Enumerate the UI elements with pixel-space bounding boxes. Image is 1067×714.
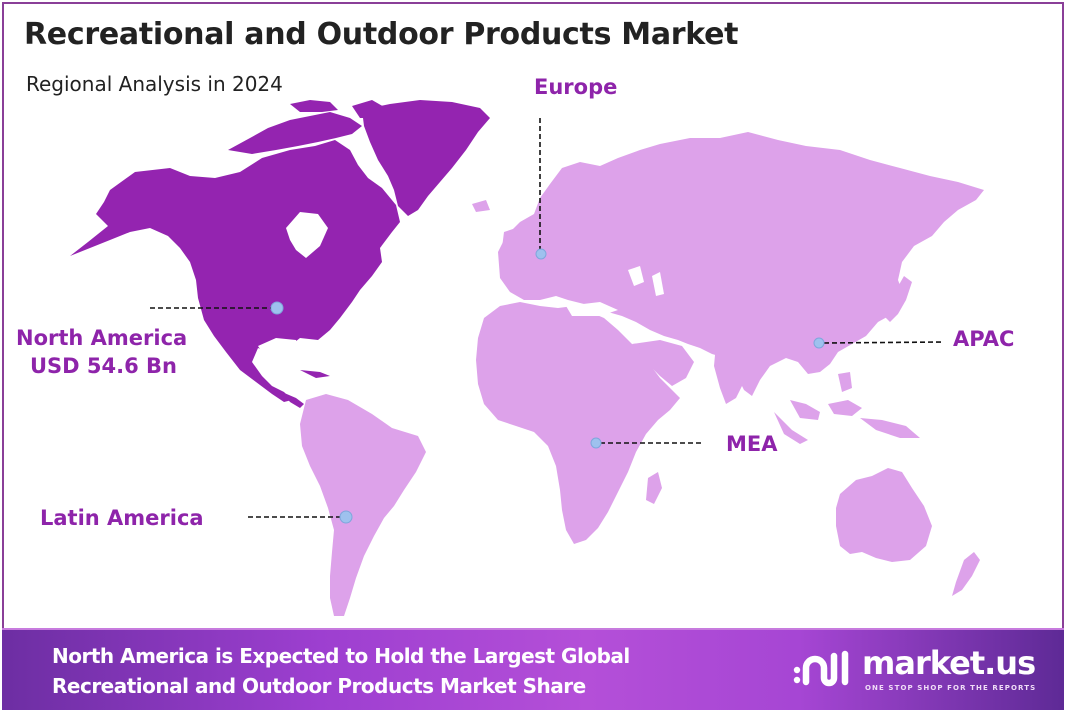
label-latin-america: Latin America <box>40 506 204 530</box>
other-regions <box>300 132 984 616</box>
region-europe-asia <box>498 132 984 396</box>
logo-name: market.us <box>862 644 1036 682</box>
market-us-logo: market.us ONE STOP SHOP FOR THE REPORTS <box>792 644 1042 700</box>
label-mea: MEA <box>726 432 778 456</box>
caspian-sea <box>652 272 664 296</box>
marker-latin-america <box>339 510 353 524</box>
marker-europe <box>535 248 547 260</box>
footer-line-2: Recreational and Outdoor Products Market… <box>52 674 586 698</box>
label-apac: APAC <box>953 327 1015 351</box>
label-north-america-name: North America <box>16 326 188 350</box>
mediterranean-sea <box>566 302 618 316</box>
label-europe: Europe <box>534 75 618 99</box>
logo-tagline: ONE STOP SHOP FOR THE REPORTS <box>865 684 1037 692</box>
marker-north-america <box>270 301 284 315</box>
hudson-bay <box>286 212 328 258</box>
leader-lines <box>150 118 945 518</box>
label-north-america-value: USD 54.6 Bn <box>30 354 177 378</box>
page-subtitle: Regional Analysis in 2024 <box>26 72 283 96</box>
marker-apac <box>813 337 825 349</box>
region-latin-america <box>300 394 426 616</box>
footer-line-1: North America is Expected to Hold the La… <box>52 644 630 668</box>
footer-statement: North America is Expected to Hold the La… <box>52 641 630 701</box>
marker-mea <box>590 437 602 449</box>
region-mea <box>476 302 680 544</box>
label-north-america: North America USD 54.6 Bn <box>16 324 187 380</box>
region-markers <box>270 248 825 524</box>
leader-line-apac <box>823 341 945 344</box>
gulf-of-mexico <box>258 338 300 362</box>
logo-mark-icon <box>793 650 849 687</box>
footer-banner: North America is Expected to Hold the La… <box>2 628 1064 710</box>
page-title: Recreational and Outdoor Products Market <box>24 17 739 52</box>
black-sea <box>628 266 644 286</box>
region-north-america <box>70 100 490 408</box>
